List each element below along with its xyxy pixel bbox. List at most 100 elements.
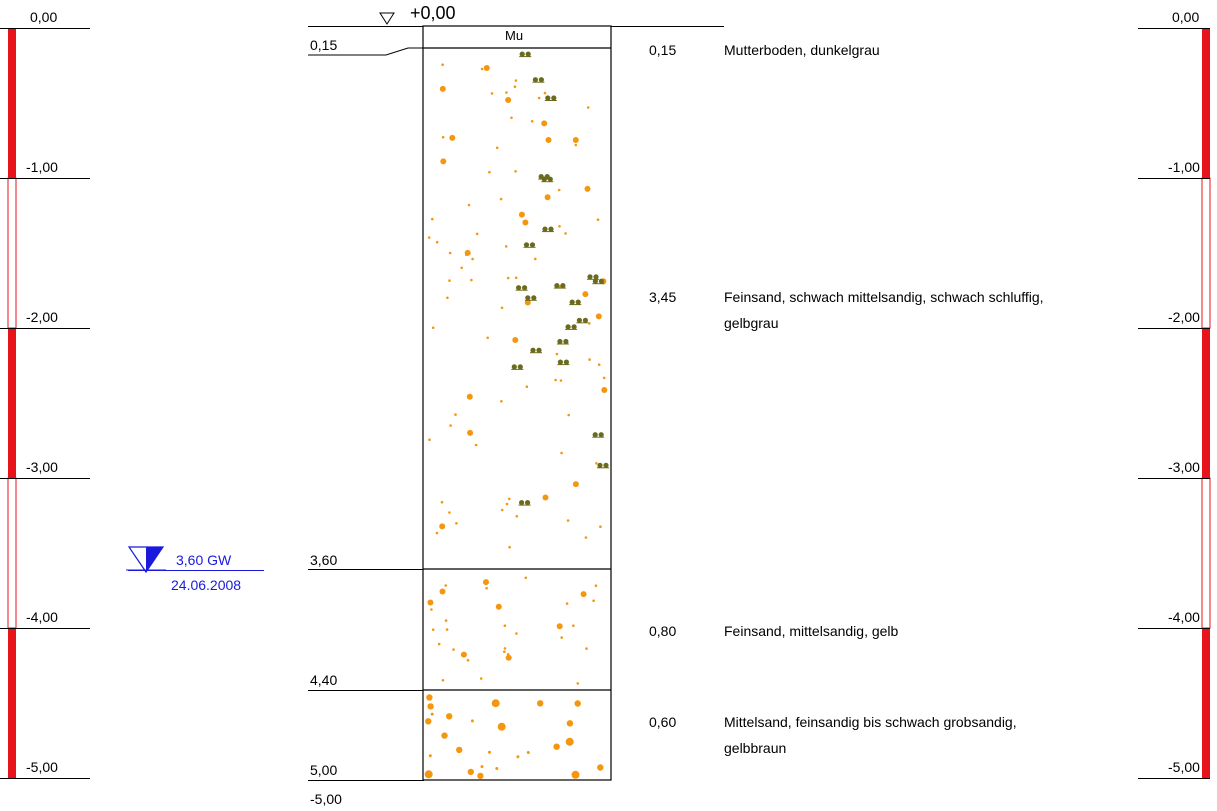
sand-grain <box>446 713 453 720</box>
sand-grain <box>599 525 602 528</box>
sand-grain <box>512 337 519 343</box>
silt-symbol <box>548 226 554 232</box>
sand-grain <box>426 694 433 701</box>
sand-grain <box>483 579 489 586</box>
right-tick-label: -3,00 <box>1168 459 1200 475</box>
sand-grain <box>553 743 560 750</box>
sand-grain <box>431 628 435 631</box>
silt-symbol <box>522 285 528 291</box>
sand-grain <box>483 65 490 71</box>
sand-grain <box>488 170 491 174</box>
groundwater-line <box>128 570 264 571</box>
layer-description: Feinsand, mittelsandig, gelb <box>724 623 899 639</box>
sand-grain <box>588 358 591 361</box>
sand-grain <box>444 619 448 622</box>
sand-grain <box>495 146 499 150</box>
sand-grain <box>427 599 434 606</box>
sand-grain <box>572 481 579 488</box>
sand-grain <box>470 278 473 282</box>
sand-grain <box>495 767 499 770</box>
sand-grain <box>471 257 474 261</box>
left-tick-label: -5,00 <box>26 759 58 775</box>
sand-grain <box>464 249 471 256</box>
right-tick-line <box>1138 628 1210 629</box>
left-tick-label: -3,00 <box>26 459 58 475</box>
sand-grain <box>490 92 494 95</box>
silt-symbol <box>531 295 537 301</box>
layer-description: Mutterboden, dunkelgrau <box>724 42 880 58</box>
sand-grain <box>449 424 452 427</box>
sand-grain <box>485 586 488 590</box>
sand-grain <box>602 376 606 380</box>
sand-grain <box>586 106 590 109</box>
layer-thickness: 0,15 <box>649 42 677 58</box>
silt-symbol <box>517 364 523 370</box>
sand-grain <box>557 188 561 192</box>
left-tick-line <box>0 478 90 479</box>
silt-symbol <box>598 278 604 284</box>
sand-grain <box>565 602 569 605</box>
sand-grain <box>515 632 518 635</box>
sand-grain <box>439 588 446 595</box>
sand-grain <box>452 648 455 651</box>
sand-grain <box>522 219 529 226</box>
groundwater-date: 24.06.2008 <box>171 577 242 593</box>
right-tick-label: -2,00 <box>1168 309 1200 325</box>
right-tick-line <box>1138 328 1210 329</box>
sand-grain <box>435 531 439 535</box>
sand-grain <box>510 116 513 120</box>
sand-grain <box>543 91 547 95</box>
sand-grain <box>435 240 439 244</box>
sand-grain <box>424 770 433 779</box>
sand-grain <box>595 462 598 465</box>
sand-grain <box>467 203 471 207</box>
sand-grain <box>441 63 444 66</box>
sand-grain <box>460 651 467 658</box>
silt-symbol <box>545 95 551 101</box>
silt-symbol <box>523 242 530 248</box>
sand-grain <box>500 508 504 512</box>
sand-grain <box>446 296 449 300</box>
sand-grain <box>537 96 541 100</box>
sand-grain <box>431 217 434 221</box>
silt-symbol <box>519 500 525 506</box>
sand-grain <box>530 120 534 123</box>
surface-level-marker-icon <box>379 12 395 25</box>
right-tick-label: -4,00 <box>1168 609 1200 625</box>
sand-grain <box>541 120 548 127</box>
sand-grain <box>525 385 529 389</box>
surface-level-label: +0,00 <box>410 3 456 23</box>
sand-grain <box>444 584 447 587</box>
sand-grain <box>555 352 559 356</box>
silt-symbol <box>603 462 609 468</box>
sand-grain <box>480 765 484 769</box>
sand-grain <box>513 85 517 88</box>
sand-grain <box>542 494 549 501</box>
sand-grain <box>594 584 598 587</box>
sand-grain <box>439 85 446 92</box>
right-depth-scale-bar <box>1201 28 1211 778</box>
silt-symbol <box>560 283 566 289</box>
layer-depth-label: 4,40 <box>310 672 338 688</box>
groundwater-level-label: 3,60 GW <box>176 552 232 568</box>
sand-grain <box>505 98 508 101</box>
sand-grain <box>576 682 580 685</box>
silt-symbol <box>575 299 581 305</box>
right-tick-label: -5,00 <box>1168 759 1200 775</box>
sand-grain <box>518 211 525 218</box>
sand-grain <box>508 545 511 549</box>
sand-grain <box>526 751 530 754</box>
silt-symbol <box>525 295 531 301</box>
sand-grain <box>506 653 510 656</box>
sand-grain <box>574 700 581 707</box>
sand-grain <box>588 322 591 325</box>
sand-grain <box>505 91 508 94</box>
sand-grain <box>427 236 431 239</box>
sand-grain <box>507 497 511 501</box>
silt-symbol <box>582 317 588 323</box>
sand-grain <box>497 722 506 731</box>
sand-grain <box>503 647 507 650</box>
sand-grain <box>468 430 471 433</box>
sand-grain <box>597 363 601 367</box>
